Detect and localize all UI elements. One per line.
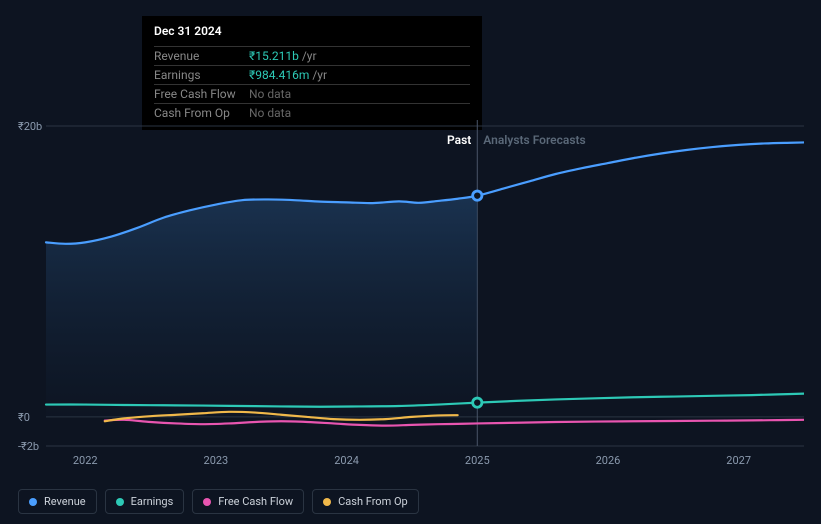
svg-text:Analysts Forecasts: Analysts Forecasts [483, 133, 585, 147]
legend-item[interactable]: Free Cash Flow [192, 489, 304, 514]
legend-dot-icon [29, 498, 37, 506]
legend-label: Earnings [131, 495, 174, 508]
tooltip-rows: Revenue₹15.211b/yrEarnings₹984.416m/yrFr… [154, 46, 470, 122]
legend-label: Cash From Op [338, 495, 408, 508]
svg-text:-₹2b: -₹2b [18, 440, 39, 453]
svg-text:2022: 2022 [73, 454, 98, 467]
legend-dot-icon [203, 498, 211, 506]
svg-text:₹20b: ₹20b [18, 120, 42, 133]
chart-legend: Revenue Earnings Free Cash Flow Cash From O… [18, 489, 419, 514]
legend-item[interactable]: Revenue [18, 489, 97, 514]
legend-item[interactable]: Cash From Op [312, 489, 419, 514]
tooltip-row: Revenue₹15.211b/yr [154, 46, 470, 65]
svg-text:Past: Past [447, 133, 471, 147]
tooltip-series-label: Revenue [154, 49, 249, 63]
svg-text:₹0: ₹0 [18, 411, 30, 424]
chart-svg: ₹20b ₹0 -₹2b 2022 2023 2024 2025 2026 2027 Past An… [18, 120, 804, 475]
tooltip-series-value: ₹15.211b [249, 49, 299, 63]
svg-text:2025: 2025 [465, 454, 490, 467]
svg-text:2024: 2024 [334, 454, 359, 467]
tooltip-series-label: Free Cash Flow [154, 87, 249, 101]
tooltip-row: Free Cash FlowNo data [154, 84, 470, 103]
tooltip-date: Dec 31 2024 [154, 24, 470, 42]
legend-item[interactable]: Earnings [105, 489, 185, 514]
earnings-revenue-chart[interactable]: ₹20b ₹0 -₹2b 2022 2023 2024 2025 2026 2027 Past An… [18, 120, 804, 475]
tooltip-series-value: No data [249, 87, 291, 101]
tooltip-unit: /yr [312, 68, 327, 82]
legend-label: Free Cash Flow [218, 495, 293, 508]
legend-dot-icon [116, 498, 124, 506]
svg-text:2027: 2027 [726, 454, 751, 467]
legend-label: Revenue [44, 495, 86, 508]
tooltip-series-label: Cash From Op [154, 106, 249, 120]
tooltip-series-label: Earnings [154, 68, 249, 82]
svg-text:2023: 2023 [204, 454, 229, 467]
chart-tooltip: Dec 31 2024 Revenue₹15.211b/yrEarnings₹9… [142, 16, 482, 130]
legend-dot-icon [323, 498, 331, 506]
tooltip-series-value: No data [249, 106, 291, 120]
tooltip-row: Earnings₹984.416m/yr [154, 65, 470, 84]
svg-text:2026: 2026 [596, 454, 621, 467]
tooltip-series-value: ₹984.416m [249, 68, 309, 82]
tooltip-unit: /yr [302, 49, 317, 63]
